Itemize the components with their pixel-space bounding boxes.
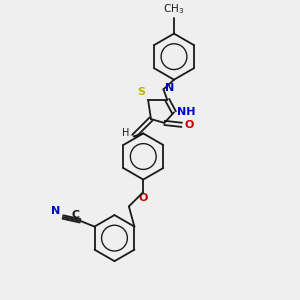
Text: H: H — [122, 128, 130, 139]
Text: NH: NH — [177, 107, 195, 117]
Text: O: O — [139, 193, 148, 203]
Text: C: C — [71, 210, 79, 220]
Text: CH$_3$: CH$_3$ — [164, 2, 184, 16]
Text: N: N — [51, 206, 60, 216]
Text: O: O — [184, 120, 194, 130]
Text: N: N — [165, 83, 175, 93]
Text: S: S — [137, 87, 145, 97]
